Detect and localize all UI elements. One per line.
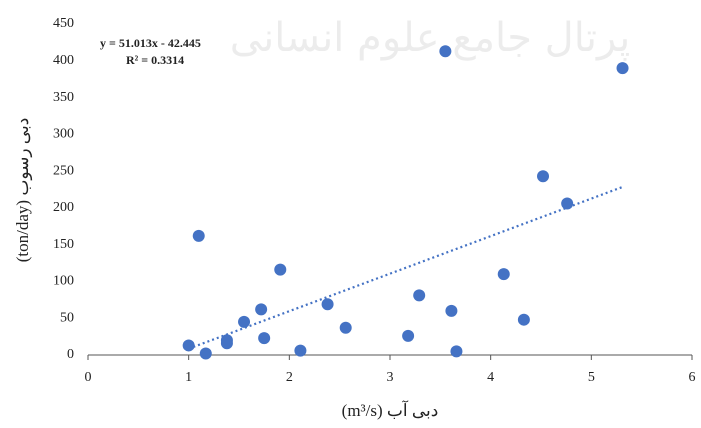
x-tick-label: 1 xyxy=(185,370,192,385)
trend-equation: y = 51.013x - 42.445 xyxy=(100,36,201,50)
y-tick-label: 350 xyxy=(53,90,74,105)
point xyxy=(413,289,426,302)
x-tick-label: 4 xyxy=(487,370,494,385)
y-tick-label: 50 xyxy=(60,310,74,325)
point xyxy=(258,332,271,345)
point xyxy=(561,197,574,210)
trendline xyxy=(188,185,623,350)
y-tick-label: 250 xyxy=(53,163,74,178)
point xyxy=(445,304,458,317)
point xyxy=(537,170,550,183)
point xyxy=(321,298,334,311)
y-tick-label: 100 xyxy=(53,274,74,289)
point xyxy=(450,345,463,358)
x-tick-label: 3 xyxy=(387,370,394,385)
y-tick-label: 300 xyxy=(53,127,74,142)
point xyxy=(199,347,212,360)
point xyxy=(238,315,251,328)
x-tick-label: 6 xyxy=(689,370,696,385)
point xyxy=(497,268,510,281)
trend-r2: R² = 0.3314 xyxy=(126,53,184,67)
x-axis-title: دبی آب (m³/s) xyxy=(342,399,439,420)
y-tick-label: 450 xyxy=(53,16,74,31)
point xyxy=(255,303,268,316)
y-axis-title: دبی رسوب (ton/day) xyxy=(13,118,33,263)
y-tick-label: 0 xyxy=(67,347,74,362)
x-tick-label: 2 xyxy=(286,370,293,385)
point xyxy=(182,339,195,352)
point xyxy=(517,313,530,326)
point xyxy=(294,344,307,357)
y-tick-label: 150 xyxy=(53,237,74,252)
x-tick-label: 5 xyxy=(588,370,595,385)
point xyxy=(439,45,452,58)
y-tick-label: 200 xyxy=(53,200,74,215)
point xyxy=(339,321,352,334)
point xyxy=(274,263,287,276)
watermark: پرتال جامع علوم انسانی xyxy=(230,15,631,61)
x-tick-label: 0 xyxy=(85,370,92,385)
y-tick-label: 400 xyxy=(53,53,74,68)
point xyxy=(402,329,415,342)
point xyxy=(192,229,205,242)
point xyxy=(220,334,233,347)
point xyxy=(616,62,629,75)
